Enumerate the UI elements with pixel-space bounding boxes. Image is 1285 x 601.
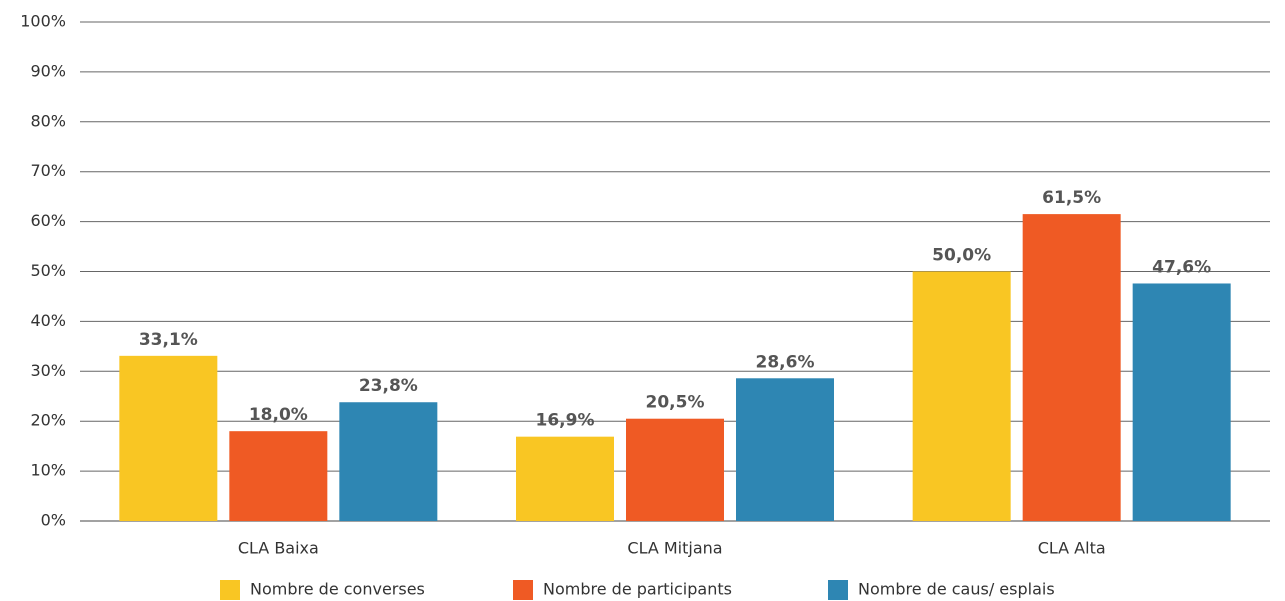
bar: [339, 402, 438, 521]
value-label: 16,9%: [536, 411, 595, 431]
value-label: 47,6%: [1152, 257, 1211, 277]
value-label: 50,0%: [932, 246, 991, 266]
bar: [119, 355, 218, 521]
legend-label: Nombre de participants: [543, 580, 732, 599]
value-label: 20,5%: [646, 393, 705, 413]
legend-swatch: [220, 580, 240, 600]
x-tick-label: CLA Baixa: [238, 539, 319, 558]
legend-label: Nombre de converses: [250, 580, 425, 599]
bar: [1022, 214, 1121, 522]
bar: [736, 378, 834, 521]
value-label: 18,0%: [249, 405, 308, 425]
value-label: 33,1%: [139, 330, 198, 350]
y-tick-label: 70%: [30, 161, 66, 180]
y-tick-label: 0%: [41, 511, 66, 530]
bar: [626, 418, 724, 521]
bar: [229, 431, 328, 521]
y-tick-label: 90%: [30, 61, 66, 80]
value-label: 23,8%: [359, 376, 418, 396]
value-label: 61,5%: [1042, 188, 1101, 208]
y-tick-label: 40%: [30, 311, 66, 330]
legend-label: Nombre de caus/ esplais: [858, 580, 1055, 599]
y-tick-label: 50%: [30, 261, 66, 280]
x-tick-label: CLA Alta: [1038, 539, 1106, 558]
y-tick-label: 100%: [20, 12, 66, 31]
legend-swatch: [513, 580, 533, 600]
bar: [912, 271, 1011, 521]
y-tick-label: 10%: [30, 461, 66, 480]
bar: [516, 436, 614, 521]
legend-swatch: [828, 580, 848, 600]
x-tick-label: CLA Mitjana: [627, 539, 722, 558]
value-label: 28,6%: [756, 352, 815, 372]
bar: [1132, 283, 1231, 521]
y-tick-label: 20%: [30, 411, 66, 430]
y-tick-label: 80%: [30, 111, 66, 130]
y-tick-label: 60%: [30, 211, 66, 230]
y-tick-label: 30%: [30, 361, 66, 380]
